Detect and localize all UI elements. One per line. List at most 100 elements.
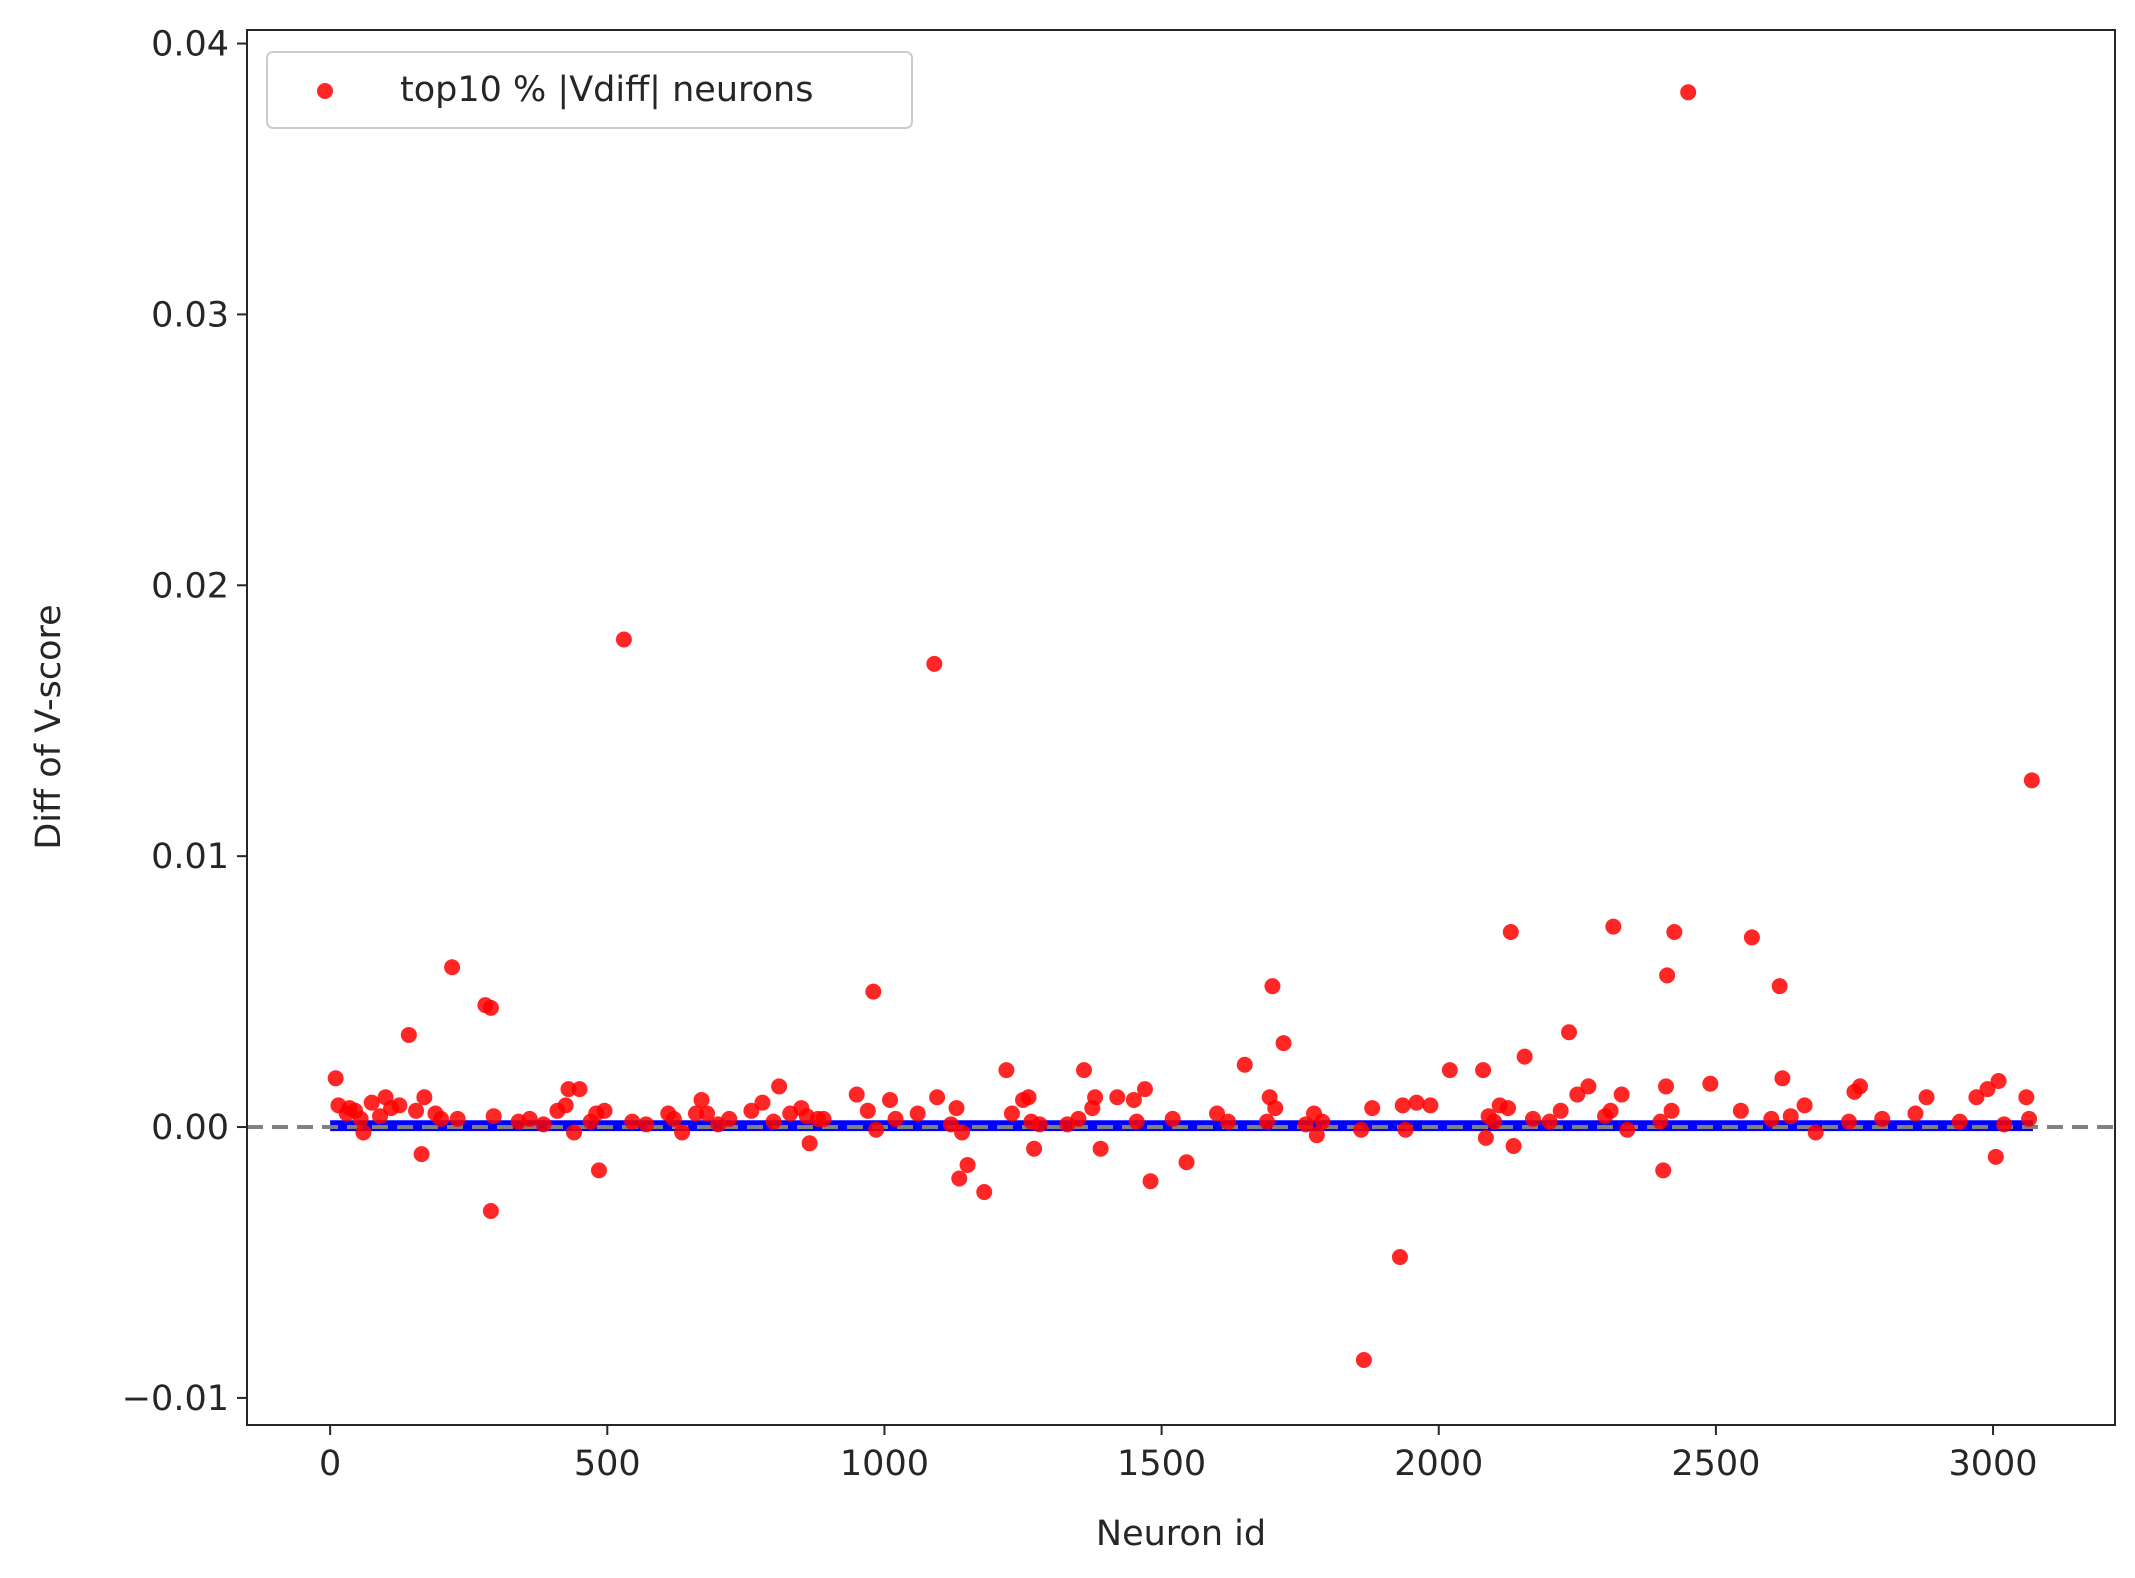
y-tick-label: 0.03 xyxy=(151,295,229,335)
data-point xyxy=(954,1124,971,1141)
data-point xyxy=(1561,1024,1578,1041)
data-point xyxy=(2021,1110,2038,1127)
data-point xyxy=(638,1116,655,1133)
data-point xyxy=(1580,1078,1597,1095)
data-point xyxy=(1026,1140,1043,1157)
data-point xyxy=(929,1089,946,1106)
data-point xyxy=(1852,1078,1869,1095)
data-point xyxy=(1502,924,1519,941)
data-point xyxy=(416,1089,433,1106)
data-point xyxy=(998,1062,1015,1079)
x-tick-label: 3000 xyxy=(1949,1444,2038,1484)
data-point xyxy=(1613,1086,1630,1103)
data-point xyxy=(1297,1116,1314,1133)
data-point xyxy=(1475,1062,1492,1079)
data-point xyxy=(1732,1102,1749,1119)
data-point xyxy=(1840,1113,1857,1130)
data-point xyxy=(865,983,882,1000)
data-point xyxy=(765,1113,782,1130)
data-point xyxy=(887,1110,904,1127)
data-point xyxy=(1996,1116,2013,1133)
data-point xyxy=(1990,1072,2007,1089)
data-point xyxy=(1109,1089,1126,1106)
data-point xyxy=(535,1116,552,1133)
data-point xyxy=(909,1105,926,1122)
data-point xyxy=(1355,1351,1372,1368)
y-tick-label: −0.01 xyxy=(122,1379,229,1419)
data-point xyxy=(1031,1116,1048,1133)
y-tick-label: 0.01 xyxy=(151,837,229,877)
data-point xyxy=(848,1086,865,1103)
data-point xyxy=(754,1094,771,1111)
legend: top10 % |Vdiff| neurons xyxy=(266,51,913,129)
data-point xyxy=(400,1026,417,1043)
data-point xyxy=(1552,1102,1569,1119)
data-point xyxy=(1136,1081,1153,1098)
data-point xyxy=(1619,1121,1636,1138)
y-axis-label: Diff of V-score xyxy=(29,604,69,849)
data-point xyxy=(1125,1091,1142,1108)
data-point xyxy=(1397,1121,1414,1138)
data-point xyxy=(1918,1089,1935,1106)
data-point xyxy=(590,1162,607,1179)
data-point xyxy=(1771,978,1788,995)
data-point xyxy=(1128,1113,1145,1130)
data-point xyxy=(444,959,461,976)
data-point xyxy=(485,1108,502,1125)
data-point xyxy=(596,1102,613,1119)
data-point xyxy=(665,1110,682,1127)
legend-label: top10 % |Vdiff| neurons xyxy=(400,70,813,110)
data-point xyxy=(482,1203,499,1220)
legend-marker xyxy=(317,83,333,99)
data-point xyxy=(327,1070,344,1087)
data-point xyxy=(1391,1249,1408,1266)
data-point xyxy=(1987,1148,2004,1165)
y-tick-label: 0.00 xyxy=(151,1108,229,1148)
data-point xyxy=(1874,1110,1891,1127)
data-point xyxy=(1505,1138,1522,1154)
data-point xyxy=(743,1102,760,1119)
x-tick-label: 1000 xyxy=(840,1444,929,1484)
y-axis-ticks: −0.01 0.00 0.01 0.02 0.03 0.04 xyxy=(122,25,247,1419)
data-point xyxy=(391,1097,408,1114)
data-point xyxy=(372,1108,389,1125)
data-point xyxy=(815,1110,832,1127)
data-point xyxy=(1569,1086,1586,1103)
data-point xyxy=(408,1102,425,1119)
data-point xyxy=(1524,1110,1541,1127)
data-point xyxy=(1807,1124,1824,1141)
data-point xyxy=(1164,1110,1181,1127)
x-tick-label: 1500 xyxy=(1117,1444,1206,1484)
data-point xyxy=(352,1110,369,1127)
data-point xyxy=(674,1124,691,1141)
data-point xyxy=(1308,1127,1325,1144)
data-point xyxy=(1663,1102,1680,1119)
plot-area xyxy=(247,30,2115,1425)
data-point xyxy=(699,1105,716,1122)
data-point xyxy=(1275,1035,1292,1052)
data-point xyxy=(1907,1105,1924,1122)
data-point xyxy=(1774,1070,1791,1087)
data-point xyxy=(571,1081,588,1098)
data-point xyxy=(1951,1113,1968,1130)
data-point xyxy=(926,655,943,672)
data-point xyxy=(771,1078,788,1095)
data-point xyxy=(1605,918,1622,935)
data-point xyxy=(976,1184,993,1201)
data-point xyxy=(566,1124,583,1141)
data-point xyxy=(1979,1081,1996,1098)
data-point xyxy=(881,1091,898,1108)
data-point xyxy=(1258,1113,1275,1130)
data-point xyxy=(1003,1105,1020,1122)
data-point xyxy=(1516,1048,1533,1065)
data-point xyxy=(959,1156,976,1173)
y-tick-label: 0.04 xyxy=(151,25,229,65)
data-point xyxy=(1655,1162,1672,1179)
data-point xyxy=(693,1091,710,1108)
data-point xyxy=(1353,1121,1370,1138)
data-point xyxy=(1666,924,1683,941)
data-point xyxy=(413,1146,430,1163)
data-point xyxy=(1087,1089,1104,1106)
data-point xyxy=(951,1170,968,1187)
plot-frame xyxy=(246,29,2116,1426)
